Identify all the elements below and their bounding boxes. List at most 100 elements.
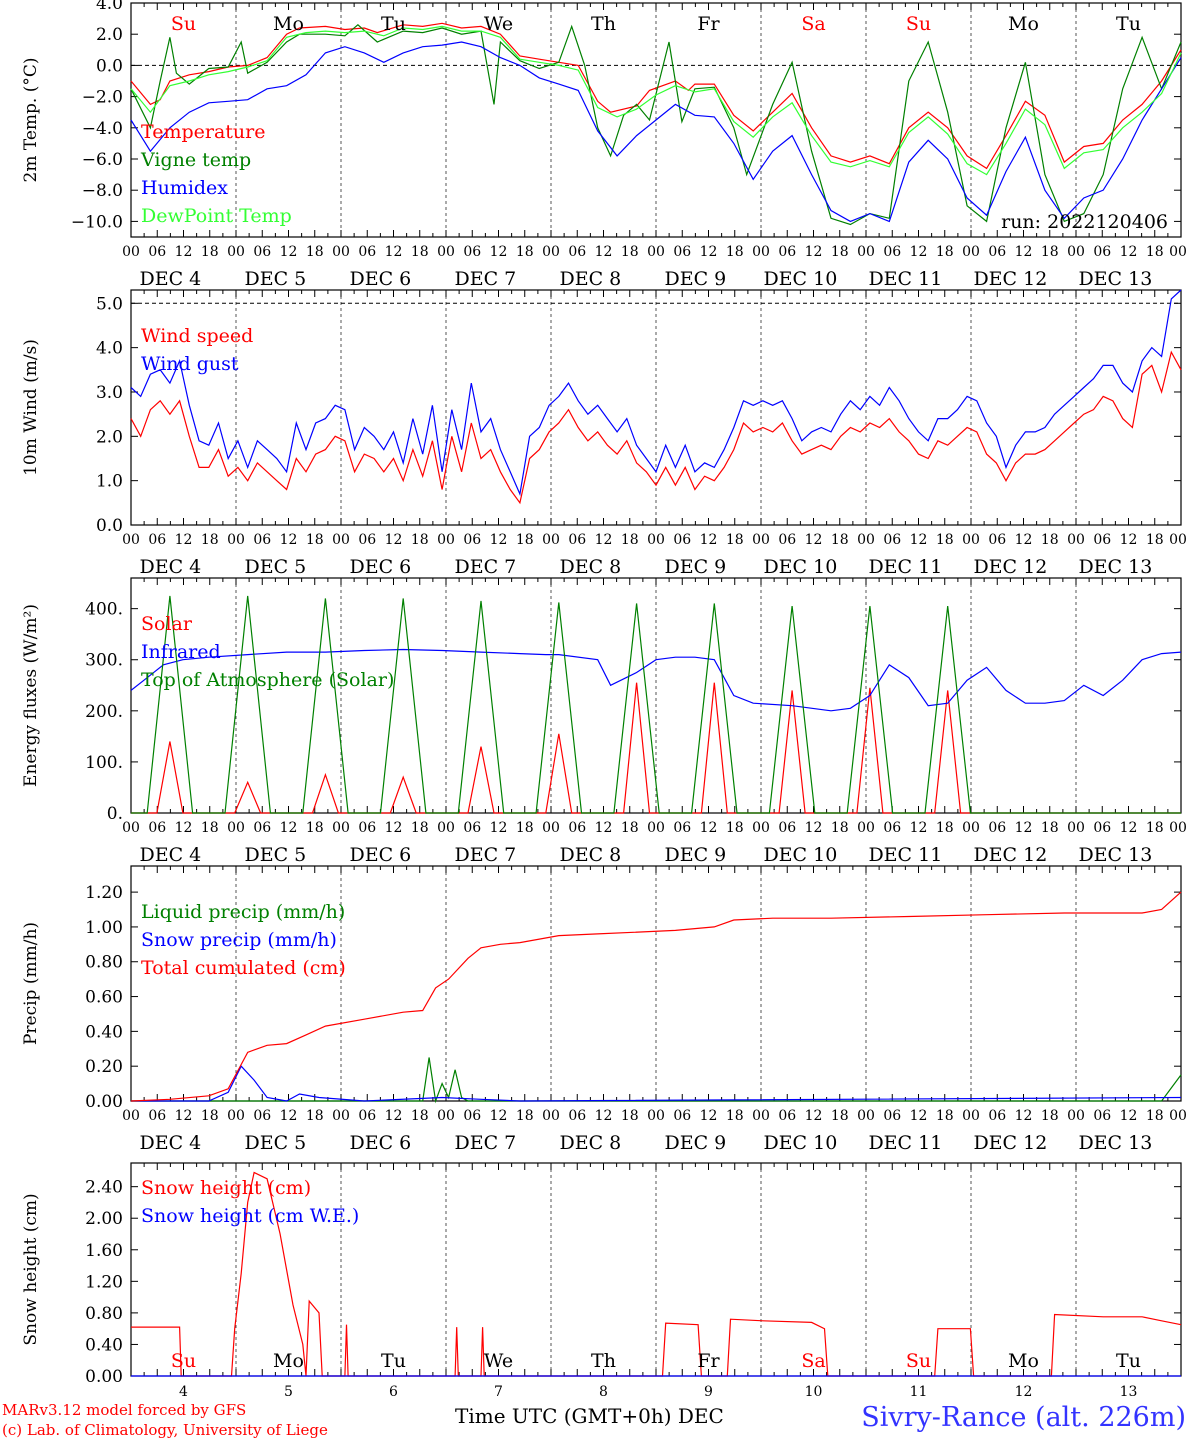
- x-hour-label: 00: [332, 1108, 350, 1124]
- x-axis-title-text: Time UTC (GMT+0h): [455, 1404, 672, 1428]
- x-hour-label: 00: [122, 1108, 140, 1124]
- panel-1: 4.0 2.0 0.0 −2.0 −4.0 −6.0 −8.0 −10.0 2m Temp. (…: [21, 0, 1187, 290]
- legend-entry: Wind gust: [141, 353, 239, 375]
- x-hour-label: 12: [385, 820, 403, 836]
- x-hour-label: 18: [726, 820, 744, 836]
- x-date-label: DEC 5: [244, 556, 306, 578]
- x-hour-label: 00: [542, 532, 560, 548]
- y-tick-label: 100.: [85, 753, 123, 773]
- legend-entry: Vigne temp: [140, 149, 251, 171]
- x-hour-label: 12: [1015, 532, 1033, 548]
- series-line-infrared: [130, 648, 1182, 712]
- legend-entry: Total cumulated (cm): [141, 957, 346, 979]
- x-hour-label: 18: [1146, 244, 1164, 260]
- x-day-number: 8: [599, 1384, 608, 1400]
- x-hour-label: 00: [962, 244, 980, 260]
- series-line-solar: [131, 682, 1181, 814]
- x-hour-label: 00: [332, 820, 350, 836]
- y-tick-label: −4.0: [82, 119, 123, 139]
- x-hour-label: 00: [437, 820, 455, 836]
- series-line-humidex: [130, 41, 1182, 223]
- x-date-label: DEC 10: [763, 268, 837, 290]
- legend-entry: Wind speed: [141, 325, 253, 347]
- x-hour-label: 12: [700, 244, 718, 260]
- y-tick-label: 2.0: [96, 427, 123, 447]
- legend-entry: Liquid precip (mm/h): [141, 901, 345, 923]
- x-hour-label: 00: [962, 532, 980, 548]
- x-hour-label: 06: [1093, 532, 1111, 548]
- x-hour-label: 12: [910, 1108, 928, 1124]
- series-line-total-cumulated-cm-: [130, 891, 1182, 1102]
- x-date-label: DEC 7: [454, 844, 516, 866]
- x-hour-label: 18: [1041, 532, 1059, 548]
- x-hour-label: 18: [1041, 244, 1059, 260]
- x-hour-label: 12: [910, 532, 928, 548]
- y-axis-label: 2m Temp. (°C): [21, 57, 41, 182]
- y-tick-label: 0.0: [96, 56, 123, 76]
- x-hour-label: 00: [857, 820, 875, 836]
- x-hour-label: 12: [700, 820, 718, 836]
- x-date-label: DEC 7: [454, 268, 516, 290]
- x-date-label: DEC 9: [664, 844, 726, 866]
- x-hour-label: 12: [280, 532, 298, 548]
- x-hour-label: 18: [621, 532, 639, 548]
- x-date-label: DEC 4: [139, 556, 201, 578]
- weekday-label: Th: [591, 13, 616, 35]
- weekday-label: Mo: [1008, 1350, 1039, 1372]
- x-date-label: DEC 11: [868, 556, 942, 578]
- x-hour-label: 06: [1093, 244, 1111, 260]
- x-hour-label: 00: [1067, 1108, 1085, 1124]
- x-hour-label: 12: [385, 244, 403, 260]
- y-tick-label: −8.0: [82, 181, 123, 201]
- x-hour-label: 00: [857, 1108, 875, 1124]
- x-date-label: DEC 5: [244, 844, 306, 866]
- x-axis-title-month: DEC: [677, 1404, 724, 1428]
- x-hour-label: 06: [568, 532, 586, 548]
- x-date-label: DEC 11: [868, 1132, 942, 1154]
- weekday-label: Tu: [1116, 13, 1141, 35]
- y-tick-label: 1.20: [85, 1272, 123, 1292]
- series-line-dewpoint-temp: [130, 25, 1182, 176]
- panel-3: 0. 100. 200. 300. 400. Energy fluxes (W/m²) So…: [21, 577, 1187, 866]
- x-hour-label: 06: [988, 1108, 1006, 1124]
- y-tick-label: 1.60: [85, 1241, 123, 1261]
- x-date-label: DEC 12: [973, 556, 1047, 578]
- x-hour-label: 12: [700, 1108, 718, 1124]
- x-hour-label: 00: [227, 244, 245, 260]
- x-hour-label: 00: [1067, 820, 1085, 836]
- x-hour-label: 12: [175, 1108, 193, 1124]
- x-day-number: 6: [389, 1384, 398, 1400]
- y-axis-label: Precip (mm/h): [21, 922, 41, 1045]
- x-date-label: DEC 5: [244, 1132, 306, 1154]
- series-line-top-of-atmosphere-solar-: [131, 595, 1181, 814]
- x-hour-label: 18: [831, 532, 849, 548]
- x-hour-label: 00: [1169, 1108, 1187, 1124]
- x-hour-label: 12: [490, 532, 508, 548]
- y-tick-label: 400.: [85, 600, 123, 620]
- x-hour-label: 00: [122, 820, 140, 836]
- x-hour-label: 18: [306, 1108, 324, 1124]
- x-hour-label: 18: [411, 820, 429, 836]
- x-hour-label: 06: [883, 1108, 901, 1124]
- x-hour-label: 06: [253, 1108, 271, 1124]
- x-hour-label: 06: [358, 244, 376, 260]
- x-date-label: DEC 4: [139, 268, 201, 290]
- weekday-label: Th: [591, 1350, 616, 1372]
- x-hour-label: 06: [673, 244, 691, 260]
- x-hour-label: 12: [490, 244, 508, 260]
- weekday-label: Tu: [381, 1350, 406, 1372]
- panel-5: 0.00 0.40 0.80 1.20 1.60 2.00 2.40 Snow height …: [21, 1162, 1182, 1400]
- x-hour-label: 00: [647, 532, 665, 548]
- y-tick-label: 0.00: [85, 1092, 123, 1112]
- y-tick-label: 3.0: [96, 383, 123, 403]
- x-hour-label: 18: [936, 820, 954, 836]
- x-hour-label: 12: [175, 820, 193, 836]
- weekday-label: Fr: [697, 13, 720, 35]
- y-tick-label: 5.0: [96, 294, 123, 314]
- x-hour-label: 06: [148, 244, 166, 260]
- x-hour-label: 06: [253, 244, 271, 260]
- series-line-temperature: [130, 22, 1182, 170]
- y-axis-label: Snow height (cm): [21, 1193, 41, 1345]
- x-hour-label: 18: [621, 1108, 639, 1124]
- x-date-label: DEC 12: [973, 1132, 1047, 1154]
